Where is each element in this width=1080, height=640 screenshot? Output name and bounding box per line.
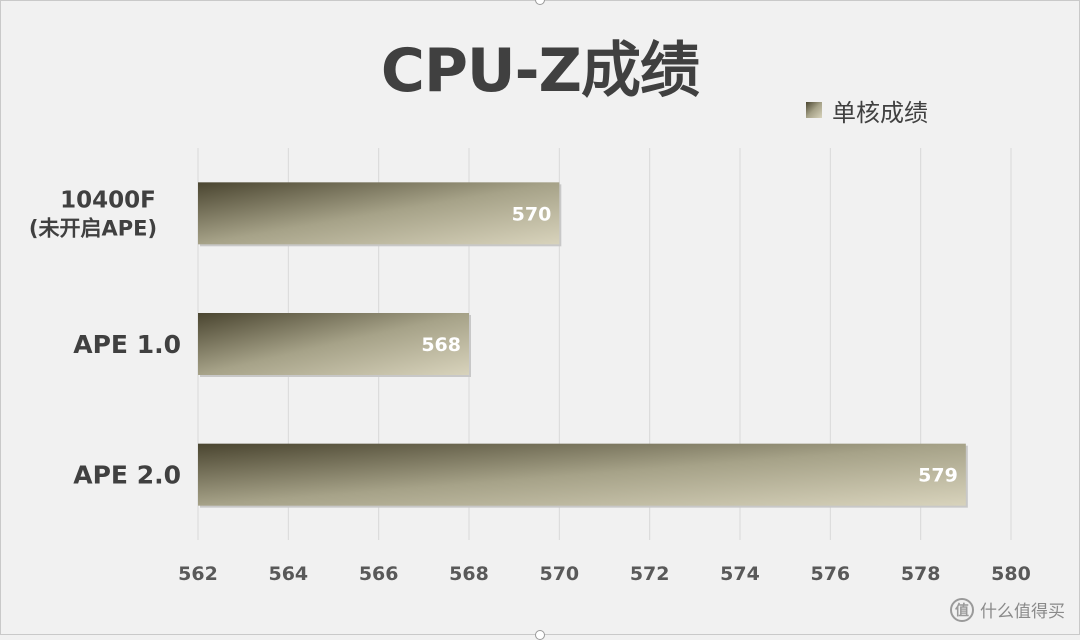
bar-value-label: 568 [421,334,461,356]
category-label: APE 1.0 [73,330,181,359]
bar [198,443,966,506]
category-label: 10400F [60,187,156,213]
watermark-logo-icon: 值 [950,597,974,622]
legend-label: 单核成绩 [832,98,928,127]
x-tick-label: 566 [359,563,399,585]
x-tick-label: 572 [630,563,670,585]
legend-swatch [806,102,822,118]
watermark: 值 什么值得买 [950,597,1065,622]
chart-title: CPU-Z成绩 [380,36,700,106]
bar-value-label: 570 [512,203,552,225]
x-tick-label: 576 [810,563,850,585]
category-label: APE 2.0 [73,461,181,490]
bar-value-label: 579 [918,465,958,487]
bar [198,313,469,375]
bar [198,182,560,245]
x-tick-label: 568 [449,563,489,585]
x-tick-label: 578 [901,563,941,585]
x-tick-label: 570 [539,563,579,585]
legend: 单核成绩 [806,94,928,127]
x-tick-label: 562 [178,563,218,585]
x-tick-label: 580 [991,563,1031,585]
category-sublabel: (未开启APE) [29,216,157,240]
x-tick-label: 564 [268,563,308,585]
watermark-text: 什么值得买 [980,602,1065,622]
x-tick-label: 574 [720,563,760,585]
